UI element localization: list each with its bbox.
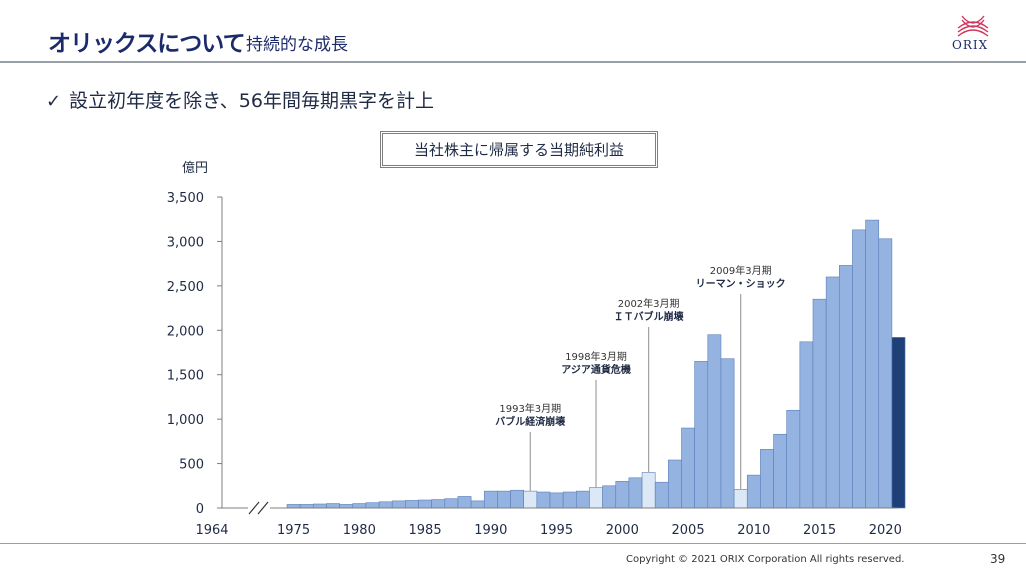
y-tick-label: 1,500 xyxy=(167,369,204,384)
bar-2012 xyxy=(773,433,787,509)
bar-2007 xyxy=(707,334,722,509)
key-message: ✓ 設立初年度を除き、56年間毎期黒字を計上 xyxy=(46,86,434,113)
bar-2010 xyxy=(746,474,761,509)
check-icon: ✓ xyxy=(46,91,62,112)
bar-1987 xyxy=(444,498,459,509)
bar-2021 xyxy=(891,337,906,509)
annotation-event-2009: リーマン・ショック xyxy=(696,278,786,290)
annotation-event-1993: バブル経済崩壊 xyxy=(495,415,566,428)
bar-1979 xyxy=(339,504,354,509)
bar-2016 xyxy=(825,276,840,509)
bar-1975 xyxy=(286,504,301,509)
x-tick-label: 2020 xyxy=(869,523,902,538)
bar-1998 xyxy=(589,487,603,509)
bar-2005 xyxy=(681,427,695,509)
bar-2002 xyxy=(641,472,656,509)
annotation-date-1998: 1998年3月期 xyxy=(565,350,627,363)
x-tick-label: 2010 xyxy=(737,523,770,538)
page-subtitle: 持続的な成長 xyxy=(246,35,348,55)
bar-2017 xyxy=(838,265,853,509)
bar-1993 xyxy=(523,490,538,509)
bar-2020 xyxy=(878,238,893,509)
header-divider xyxy=(0,61,1026,63)
bar-1997 xyxy=(575,490,590,509)
bar-1983 xyxy=(391,500,406,509)
header: オリックスについて 持続的な成長 ORIX xyxy=(0,0,1026,63)
bar-2014 xyxy=(799,341,814,509)
bar-1984 xyxy=(405,500,419,509)
bar-2003 xyxy=(654,481,669,509)
x-tick-label: 1985 xyxy=(409,523,442,538)
bar-1985 xyxy=(418,499,432,509)
bar-2001 xyxy=(628,477,643,509)
bar-1999 xyxy=(602,485,617,509)
y-tick-label: 2,000 xyxy=(167,324,204,339)
x-tick-label: 1990 xyxy=(474,523,507,538)
bar-1981 xyxy=(365,502,380,509)
bar-2015 xyxy=(812,298,827,509)
bar-1989 xyxy=(470,500,485,509)
bar-1991 xyxy=(497,490,511,509)
bar-1980 xyxy=(352,503,367,509)
bar-1986 xyxy=(431,499,446,509)
annotation-event-2002: ＩＴバブル崩壊 xyxy=(614,310,685,323)
x-tick-label: 1964 xyxy=(195,523,228,538)
bar-1995 xyxy=(549,492,564,509)
x-tick-label: 1995 xyxy=(540,523,573,538)
y-tick-label: 3,000 xyxy=(167,235,204,250)
axis-break-gap xyxy=(248,502,270,514)
bar-1988 xyxy=(457,496,472,509)
annotation-date-1993: 1993年3月期 xyxy=(499,402,561,415)
annotation-date-2009: 2009年3月期 xyxy=(710,264,772,277)
bar-2000 xyxy=(615,481,630,509)
bar-2006 xyxy=(694,361,709,509)
bar-2009 xyxy=(733,489,748,509)
x-tick-label: 1980 xyxy=(343,523,376,538)
y-tick-label: 1,000 xyxy=(167,413,204,428)
page-number: 39 xyxy=(990,552,1006,566)
y-tick-label: 500 xyxy=(179,458,204,473)
orix-logo-icon xyxy=(957,15,989,37)
y-tick-label: 3,500 xyxy=(167,191,204,206)
page-title: オリックスについて xyxy=(48,31,246,57)
bar-2013 xyxy=(786,409,801,509)
y-axis-unit: 億円 xyxy=(182,160,208,176)
bar-1996 xyxy=(562,491,577,509)
x-tick-label: 2015 xyxy=(803,523,836,538)
bar-2018 xyxy=(852,229,866,509)
bar-2019 xyxy=(865,219,880,509)
chart-title: 当社株主に帰属する当期純利益 xyxy=(382,133,656,166)
axis-break-mark xyxy=(248,501,260,515)
bar-1992 xyxy=(510,489,524,509)
x-tick-label: 2000 xyxy=(606,523,639,538)
annotation-event-1998: アジア通貨危機 xyxy=(561,363,631,376)
bar-1990 xyxy=(483,490,498,509)
bar-1982 xyxy=(378,501,393,509)
axis-break-mark xyxy=(257,501,269,515)
bar-1994 xyxy=(536,491,551,509)
bar-1976 xyxy=(299,504,314,509)
bar-2008 xyxy=(720,358,735,509)
y-tick-label: 0 xyxy=(196,502,204,517)
footer-divider xyxy=(0,543,1026,544)
x-tick-label: 1975 xyxy=(277,523,310,538)
copyright: Copyright © 2021 ORIX Corporation All ri… xyxy=(626,554,905,565)
bar-2011 xyxy=(760,449,774,509)
logo-text: ORIX xyxy=(952,38,989,52)
key-message-text: 設立初年度を除き、56年間毎期黒字を計上 xyxy=(69,90,434,112)
annotation-date-2002: 2002年3月期 xyxy=(618,297,680,310)
bar-1978 xyxy=(326,503,340,509)
y-tick-label: 2,500 xyxy=(167,280,204,295)
x-tick-label: 2005 xyxy=(672,523,705,538)
bar-2004 xyxy=(668,459,682,509)
bar-1977 xyxy=(312,503,327,509)
